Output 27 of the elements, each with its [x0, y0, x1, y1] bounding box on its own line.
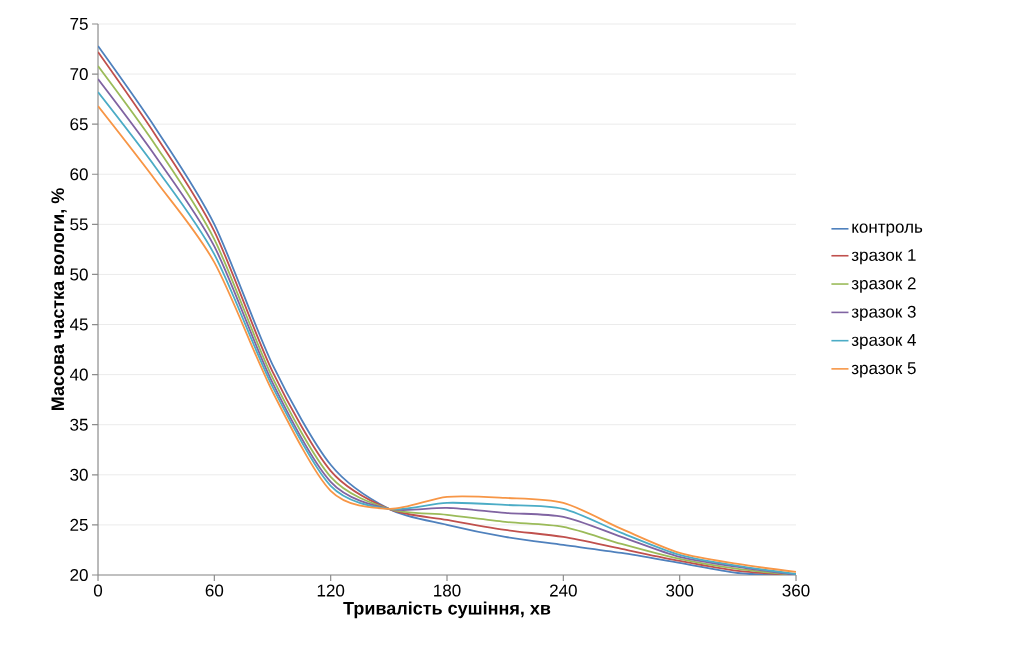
y-tick-label: 20 [70, 568, 88, 582]
y-tick-label: 75 [70, 18, 88, 30]
y-tick-label: 25 [70, 518, 88, 531]
legend-label: зразок 4 [851, 334, 916, 350]
x-tick-label: 300 [666, 584, 694, 597]
x-tick-label: 360 [782, 584, 810, 597]
y-tick-label: 55 [70, 218, 88, 231]
y-tick-label: 30 [70, 468, 88, 481]
legend-label: зразок 5 [851, 362, 916, 378]
x-tick-label: 0 [93, 584, 103, 597]
y-tick-label: 60 [70, 168, 88, 181]
y-tick-label: 65 [70, 118, 88, 131]
legend-label: зразок 1 [851, 249, 916, 265]
x-tick-label: 60 [205, 584, 224, 597]
y-axis-title: Масова частка вологи, % [51, 188, 67, 411]
legend-label: зразок 2 [851, 277, 916, 293]
x-tick-label: 240 [550, 584, 577, 597]
x-tick-label: 120 [317, 584, 345, 597]
y-tick-label: 50 [70, 268, 88, 281]
x-tick-label: 180 [434, 584, 461, 597]
x-axis-title: Тривалість сушіння, хв [343, 601, 551, 619]
y-tick-label: 70 [70, 68, 88, 81]
y-tick-label: 35 [70, 418, 88, 431]
legend-label: контроль [852, 223, 923, 237]
y-tick-label: 40 [69, 368, 88, 381]
legend-label: зразок 3 [851, 305, 916, 322]
y-tick-label: 45 [69, 318, 88, 331]
